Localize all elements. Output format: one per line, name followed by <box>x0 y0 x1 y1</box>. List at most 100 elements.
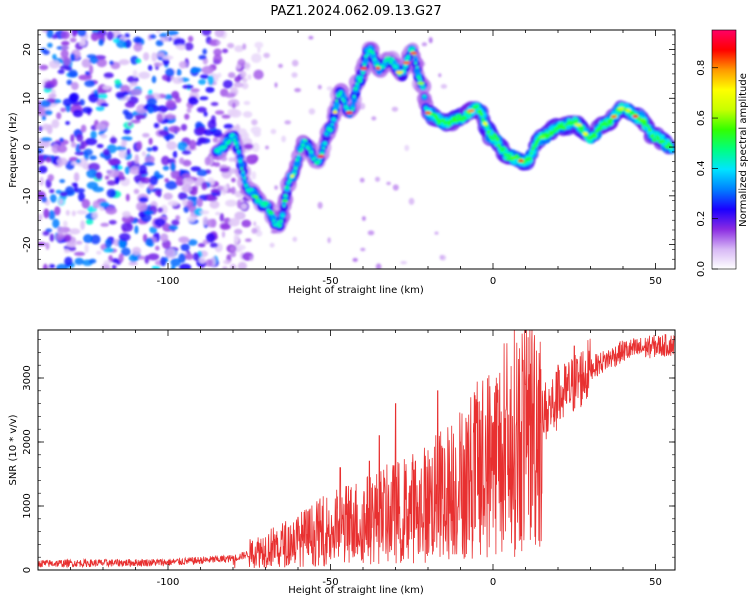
heatmap-noise-cell <box>203 129 214 136</box>
heatmap-peak-cell <box>345 111 354 115</box>
heatmap-noise-cell <box>68 69 78 78</box>
heatmap-peak-cell <box>539 135 546 139</box>
heatmap-noise-cell <box>203 111 208 117</box>
heatmap-noise-cell <box>199 210 210 215</box>
heatmap-ridge-cell <box>410 47 415 52</box>
heatmap-noise-cell <box>111 264 117 269</box>
heatmap-ridge-cell <box>577 126 582 130</box>
heatmap-noise-cell <box>168 225 178 231</box>
heatmap-ridge-cell <box>497 143 501 147</box>
heatmap-noise-cell <box>142 133 150 138</box>
heatmap-noise-cell <box>57 226 64 235</box>
heatmap-noise-cell <box>227 42 235 49</box>
heatmap-noise-cell <box>86 168 98 179</box>
heatmap-noise-cell <box>386 181 391 186</box>
heatmap-noise-cell <box>103 260 112 265</box>
heatmap-ridge-cell <box>264 201 269 206</box>
heatmap-noise-cell <box>197 137 207 144</box>
heatmap-noise-cell <box>253 221 257 226</box>
x-tick-label: 0 <box>490 276 496 287</box>
heatmap-ridge-cell <box>285 185 289 190</box>
heatmap-ridge-cell <box>608 120 613 125</box>
heatmap-noise-cell <box>222 48 229 54</box>
heatmap-noise-cell <box>182 199 188 207</box>
heatmap-noise-cell <box>99 201 110 208</box>
heatmap-noise-cell <box>359 102 366 110</box>
heatmap-noise-cell <box>308 35 314 40</box>
heatmap-noise-cell <box>58 198 64 205</box>
heatmap-noise-cell <box>70 141 77 148</box>
heatmap-noise-cell <box>47 42 53 48</box>
heatmap-noise-cell <box>75 143 81 153</box>
heatmap-noise-cell <box>123 128 131 135</box>
heatmap-noise-cell <box>165 180 178 190</box>
heatmap-noise-cell <box>38 154 45 165</box>
heatmap-noise-cell <box>61 30 70 40</box>
heatmap-noise-cell <box>211 129 222 137</box>
heatmap-noise-cell <box>114 176 120 185</box>
heatmap-ridge-cell <box>297 154 301 158</box>
heatmap-noise-cell <box>44 109 53 116</box>
heatmap-ridge-cell <box>235 146 239 149</box>
heatmap-ridge-cell <box>322 146 325 150</box>
x-tick-label: -50 <box>322 276 338 287</box>
spectrogram-frame <box>37 29 676 270</box>
heatmap-noise-cell <box>130 88 142 96</box>
heatmap-noise-cell <box>151 145 158 152</box>
heatmap-noise-cell <box>206 218 217 228</box>
heatmap-ridge-cell <box>286 181 290 185</box>
heatmap-ridge-cell <box>543 132 548 137</box>
heatmap-noise-cell <box>144 155 155 164</box>
heatmap-ridge-cell <box>390 57 395 62</box>
heatmap-noise-cell <box>197 243 206 248</box>
heatmap-noise-cell <box>223 184 229 193</box>
heatmap-noise-cell <box>230 245 236 253</box>
heatmap-noise-cell <box>178 192 188 201</box>
heatmap-noise-cell <box>178 236 190 243</box>
heatmap-noise-cell <box>151 75 157 84</box>
heatmap-ridge-cell <box>418 77 422 82</box>
y-tick-label: 3000 <box>22 365 33 390</box>
heatmap-noise-cell <box>228 157 236 162</box>
heatmap-noise-cell <box>56 144 68 153</box>
heatmap-noise-cell <box>249 255 254 262</box>
heatmap-noise-cell <box>106 30 115 41</box>
heatmap-noise-cell <box>90 130 97 140</box>
heatmap-noise-cell <box>45 242 50 250</box>
heatmap-noise-cell <box>190 166 202 172</box>
heatmap-noise-cell <box>251 171 257 180</box>
heatmap-noise-cell <box>193 207 204 216</box>
heatmap-peak-cell <box>574 123 583 127</box>
heatmap-noise-cell <box>294 88 301 93</box>
heatmap-noise-cell <box>38 100 42 107</box>
heatmap-noise-cell <box>201 30 212 36</box>
heatmap-ridge-cell <box>299 147 304 152</box>
heatmap-noise-cell <box>209 200 220 209</box>
heatmap-noise-cell <box>179 157 185 165</box>
heatmap-noise-cell <box>76 134 84 142</box>
heatmap-noise-cell <box>251 119 258 126</box>
heatmap-peak-cell <box>332 110 338 114</box>
heatmap-noise-cell <box>191 67 197 74</box>
heatmap-noise-cell <box>219 167 230 173</box>
heatmap-noise-cell <box>65 186 75 195</box>
heatmap-noise-cell <box>108 220 117 225</box>
heatmap-peak-cell <box>402 61 411 65</box>
heatmap-ridge-cell <box>280 213 285 218</box>
heatmap-ridge-cell <box>421 86 425 90</box>
heatmap-noise-cell <box>78 192 85 202</box>
heatmap-ridge-cell <box>504 153 508 157</box>
heatmap-noise-cell <box>171 90 180 99</box>
heatmap-noise-cell <box>81 58 92 68</box>
heatmap-noise-cell <box>75 159 81 164</box>
heatmap-noise-cell <box>69 92 80 103</box>
heatmap-noise-cell <box>106 188 117 198</box>
heatmap-noise-cell <box>130 55 139 65</box>
heatmap-ridge-cell <box>601 122 605 126</box>
heatmap-ridge-cell <box>328 128 333 133</box>
heatmap-noise-cell <box>172 150 178 159</box>
heatmap-ridge-cell <box>358 78 363 83</box>
heatmap-noise-cell <box>242 43 247 50</box>
x-tick-label: -100 <box>157 577 180 588</box>
heatmap-noise-cell <box>198 257 206 264</box>
